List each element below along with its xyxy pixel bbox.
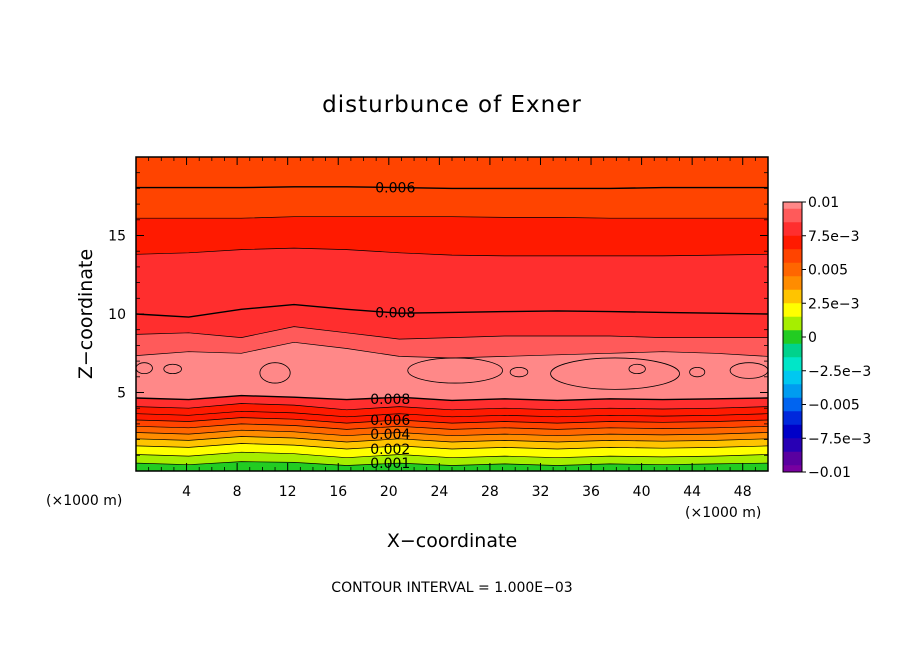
- contour-band-upper-4: [136, 304, 768, 340]
- colorbar-swatch: [783, 424, 802, 439]
- x-tick-label: 12: [279, 484, 297, 500]
- contour-line: [136, 216, 768, 219]
- colorbar-swatch: [783, 262, 802, 277]
- x-tick-label: 40: [633, 484, 651, 500]
- x-tick-label: 24: [430, 484, 448, 500]
- y-axis-title: Z−coordinate: [75, 249, 97, 379]
- x-tick-label: 16: [329, 484, 347, 500]
- contour-band-lower-4: [136, 417, 768, 430]
- contour-band-lower-5: [136, 423, 768, 436]
- colorbar-swatch: [783, 208, 802, 223]
- contour-line: [136, 461, 768, 466]
- colorbar-tick-label: 0.005: [808, 263, 848, 279]
- contour-band-upper-3: [136, 248, 768, 318]
- x-tick-label: 20: [380, 484, 398, 500]
- x-tick-label: 28: [481, 484, 499, 500]
- closed-contour-1: [163, 363, 182, 375]
- colorbar-tick-label: −2.5e−3: [808, 364, 871, 380]
- contour-line: [136, 443, 768, 450]
- colorbar-swatch: [783, 202, 802, 210]
- colorbar-tick-label: 2.5e−3: [808, 296, 860, 312]
- colorbar-swatch: [783, 249, 802, 264]
- chart-title: disturbunce of Exner: [322, 92, 582, 118]
- x-tick-label: 32: [532, 484, 550, 500]
- contour-band-lower-8: [136, 443, 768, 458]
- contour-line: [136, 423, 768, 430]
- colorbar: 0.01 7.5e−3 0.005 2.5e−3 0 −2.5e−3 −0.005 −7.5e…: [782, 195, 871, 481]
- closed-contour-2: [259, 362, 291, 384]
- contour-label: 0.006: [375, 181, 415, 197]
- contour-line: [136, 394, 768, 402]
- colorbar-tick-label: 0: [808, 330, 817, 346]
- y-axis-unit: (×1000 m): [46, 493, 122, 509]
- closed-contour-3: [407, 357, 503, 384]
- x-axis-title: X−coordinate: [387, 530, 517, 552]
- closed-contour-5: [550, 357, 680, 390]
- y-tick-label: 10: [108, 307, 126, 323]
- contour-band-lower-7: [136, 436, 768, 449]
- colorbar-tick-label: −7.5e−3: [808, 431, 871, 447]
- contour-interval-note: CONTOUR INTERVAL = 1.000E−03: [331, 580, 572, 596]
- x-tick-label: 48: [734, 484, 752, 500]
- colorbar-swatch: [783, 289, 802, 304]
- contour-label: 0.008: [370, 392, 410, 408]
- colorbar-tick-label: −0.01: [808, 465, 851, 481]
- colorbar-swatch: [783, 222, 802, 237]
- contour-line: [136, 186, 768, 190]
- contour-line: [136, 326, 768, 340]
- contour-line: [136, 247, 768, 257]
- contour-line: [136, 417, 768, 424]
- closed-contour-4: [509, 366, 529, 378]
- contour-band-upper-0: [136, 157, 768, 189]
- y-tick-label: 5: [117, 386, 126, 402]
- contour-label: 0.001: [370, 456, 410, 472]
- colorbar-swatch: [783, 235, 802, 250]
- colorbar-swatch: [783, 343, 802, 358]
- colorbar-swatch: [783, 357, 802, 372]
- colorbar-swatch: [783, 316, 802, 331]
- x-tick-label: 44: [683, 484, 701, 500]
- colorbar-swatch: [783, 370, 802, 385]
- colorbar-tick-label: −0.005: [808, 398, 860, 414]
- x-tick-label: 8: [233, 484, 242, 500]
- colorbar-swatch: [783, 330, 802, 345]
- contour-band-lower-6: [136, 430, 768, 442]
- colorbar-swatch: [783, 384, 802, 399]
- contour-line: [136, 303, 768, 318]
- contour-band-lower-3: [136, 411, 768, 424]
- colorbar-swatch: [783, 276, 802, 291]
- contour-label: 0.008: [375, 305, 415, 321]
- closed-contour-0: [136, 362, 153, 375]
- colorbar-swatch: [783, 303, 802, 318]
- x-tick-label: 4: [182, 484, 191, 500]
- colorbar-swatch: [783, 397, 802, 412]
- closed-contour-7: [729, 362, 768, 379]
- colorbar-swatch: [783, 451, 802, 466]
- contour-line: [136, 341, 768, 359]
- colorbar-swatch: [783, 438, 802, 453]
- contour-line: [136, 403, 768, 411]
- contour-line: [136, 429, 768, 437]
- colorbar-swatch: [783, 465, 802, 473]
- contour-band-upper-2: [136, 216, 768, 256]
- contour-line: [136, 451, 768, 459]
- contour-band-upper-5: [136, 326, 768, 358]
- colorbar-swatch: [783, 411, 802, 426]
- contour-line: [136, 410, 768, 418]
- y-tick-label: 15: [108, 229, 126, 245]
- x-tick-label: 36: [582, 484, 600, 500]
- closed-contour-6: [689, 366, 706, 378]
- colorbar-tick-label: 0.01: [808, 195, 839, 211]
- contour-band-upper-1: [136, 186, 768, 219]
- contour-label: 0.002: [370, 442, 410, 458]
- contour-line: [136, 436, 768, 443]
- x-axis-unit: (×1000 m): [685, 505, 761, 521]
- contour-label: 0.006: [370, 413, 410, 429]
- colorbar-tick-label: 7.5e−3: [808, 229, 860, 245]
- contour-label: 0.004: [370, 427, 410, 443]
- closed-contour-8: [628, 363, 646, 375]
